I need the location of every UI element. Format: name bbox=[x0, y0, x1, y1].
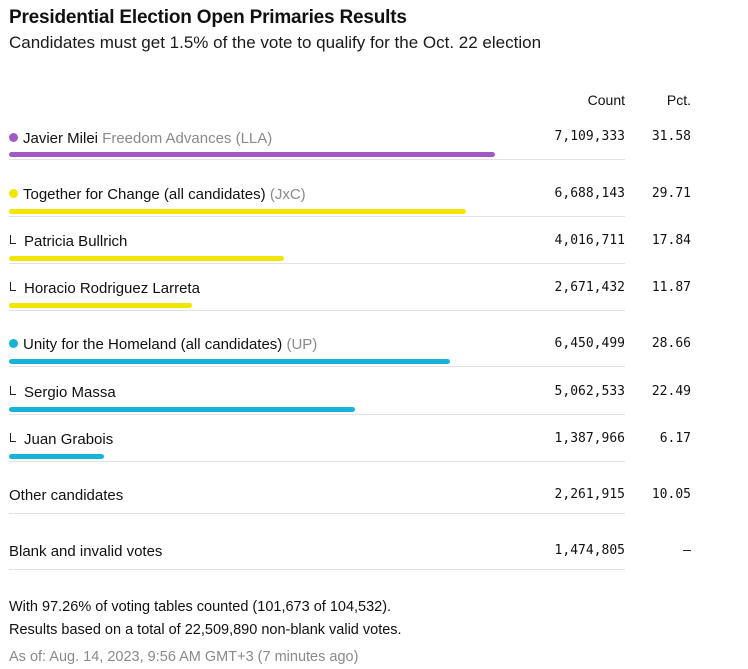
vote-percentage: 6.17 bbox=[659, 431, 691, 446]
vote-percentage: – bbox=[683, 543, 691, 558]
candidate-name: Sergio Massa bbox=[24, 384, 116, 401]
vote-percentage: 22.49 bbox=[651, 384, 691, 399]
vote-percentage: 31.58 bbox=[651, 129, 691, 144]
vote-count: 2,261,915 bbox=[554, 487, 625, 502]
series-dot-icon bbox=[9, 189, 18, 198]
vote-count: 4,016,711 bbox=[554, 233, 625, 248]
party-name: (JxC) bbox=[265, 186, 306, 203]
row-label: Blank and invalid votes bbox=[9, 543, 162, 560]
vote-percentage: 11.87 bbox=[651, 280, 691, 295]
result-row: Javier Milei Freedom Advances (LLA) 7,109… bbox=[9, 127, 691, 160]
vote-share-bar bbox=[9, 256, 284, 261]
vote-count: 6,450,499 bbox=[554, 336, 625, 351]
sub-item-corner-icon bbox=[10, 235, 16, 244]
chart-title: Presidential Election Open Primaries Res… bbox=[9, 7, 407, 28]
vote-count: 2,671,432 bbox=[554, 280, 625, 295]
candidate-name: Horacio Rodriguez Larreta bbox=[24, 280, 200, 297]
row-divider bbox=[9, 216, 625, 217]
candidate-name: Unity for the Homeland (all candidates) bbox=[23, 336, 283, 353]
candidate-name: Patricia Bullrich bbox=[24, 233, 128, 250]
footnote-valid-votes: Results based on a total of 22,509,890 n… bbox=[9, 622, 402, 638]
vote-count: 6,688,143 bbox=[554, 186, 625, 201]
vote-count: 7,109,333 bbox=[554, 129, 625, 144]
vote-share-bar bbox=[9, 359, 450, 364]
vote-share-bar bbox=[9, 454, 104, 459]
result-row: Other candidates 2,261,915 10.05 bbox=[9, 485, 691, 514]
chart-subtitle: Candidates must get 1.5% of the vote to … bbox=[9, 33, 542, 52]
row-divider bbox=[9, 461, 625, 462]
series-dot-icon bbox=[9, 339, 18, 348]
result-row: Horacio Rodriguez Larreta 2,671,432 11.87 bbox=[9, 278, 691, 311]
vote-share-bar bbox=[9, 303, 192, 308]
series-dot-icon bbox=[9, 133, 18, 142]
result-row: Blank and invalid votes 1,474,805 – bbox=[9, 541, 691, 570]
result-row: Unity for the Homeland (all candidates) … bbox=[9, 334, 691, 367]
row-divider bbox=[9, 159, 625, 160]
vote-percentage: 29.71 bbox=[651, 186, 691, 201]
result-row: Juan Grabois 1,387,966 6.17 bbox=[9, 429, 691, 462]
result-row: Together for Change (all candidates) (Jx… bbox=[9, 184, 691, 217]
row-label: Unity for the Homeland (all candidates) … bbox=[9, 336, 317, 353]
row-label: Patricia Bullrich bbox=[9, 233, 127, 250]
vote-count: 1,387,966 bbox=[554, 431, 625, 446]
vote-count: 5,062,533 bbox=[554, 384, 625, 399]
row-label: Together for Change (all candidates) (Jx… bbox=[9, 186, 306, 203]
candidate-name: Other candidates bbox=[9, 487, 124, 504]
sub-item-corner-icon bbox=[10, 433, 16, 442]
pct-column-header: Pct. bbox=[666, 92, 691, 108]
footnote-tables-counted: With 97.26% of voting tables counted (10… bbox=[9, 599, 392, 615]
candidate-name: Together for Change (all candidates) bbox=[23, 186, 266, 203]
row-label: Horacio Rodriguez Larreta bbox=[9, 280, 200, 297]
result-row: Sergio Massa 5,062,533 22.49 bbox=[9, 382, 691, 415]
party-name: (UP) bbox=[282, 336, 318, 353]
row-divider bbox=[9, 263, 625, 264]
row-divider bbox=[9, 513, 625, 514]
vote-share-bar bbox=[9, 209, 466, 214]
vote-percentage: 17.84 bbox=[651, 233, 691, 248]
row-divider bbox=[9, 366, 625, 367]
row-label: Sergio Massa bbox=[9, 384, 116, 401]
row-divider bbox=[9, 569, 625, 570]
row-label: Other candidates bbox=[9, 487, 123, 504]
result-row: Patricia Bullrich 4,016,711 17.84 bbox=[9, 231, 691, 264]
vote-share-bar bbox=[9, 152, 495, 157]
row-label: Javier Milei Freedom Advances (LLA) bbox=[9, 130, 272, 147]
sub-item-corner-icon bbox=[10, 386, 16, 395]
sub-item-corner-icon bbox=[10, 282, 16, 291]
party-name: Freedom Advances (LLA) bbox=[98, 130, 273, 147]
vote-percentage: 10.05 bbox=[651, 487, 691, 502]
as-of-timestamp: As of: Aug. 14, 2023, 9:56 AM GMT+3 (7 m… bbox=[9, 649, 359, 665]
candidate-name: Javier Milei bbox=[23, 130, 99, 147]
row-divider bbox=[9, 414, 625, 415]
candidate-name: Juan Grabois bbox=[24, 431, 114, 448]
count-column-header: Count bbox=[587, 92, 625, 108]
vote-share-bar bbox=[9, 407, 355, 412]
vote-percentage: 28.66 bbox=[651, 336, 691, 351]
candidate-name: Blank and invalid votes bbox=[9, 543, 163, 560]
vote-count: 1,474,805 bbox=[554, 543, 625, 558]
row-label: Juan Grabois bbox=[9, 431, 113, 448]
row-divider bbox=[9, 310, 625, 311]
